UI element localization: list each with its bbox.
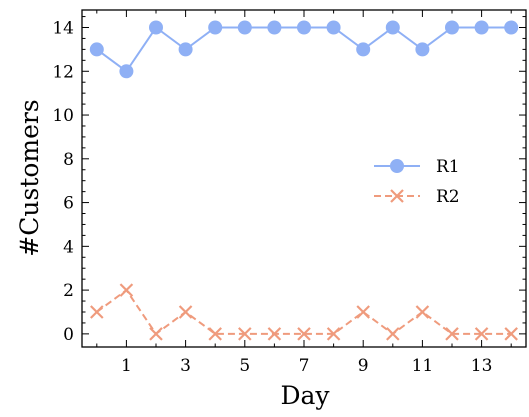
- x-tick-label: 7: [299, 356, 310, 376]
- y-axis-label: #Customers: [15, 99, 44, 256]
- data-point-r2: [415, 305, 430, 319]
- legend-label-r2: R2: [436, 187, 460, 207]
- data-point-r1: [356, 42, 371, 57]
- data-point-r1: [474, 20, 489, 35]
- data-point-r1: [297, 20, 311, 35]
- x-tick-label: 1: [121, 356, 132, 376]
- y-tick-label: 6: [63, 194, 74, 214]
- y-tick-label: 4: [63, 237, 74, 257]
- data-point-r1: [385, 20, 400, 35]
- x-tick-label: 13: [471, 356, 493, 376]
- data-point-r2: [386, 327, 400, 341]
- y-tick-label: 0: [63, 325, 74, 345]
- y-tick-label: 2: [63, 281, 74, 301]
- y-tick-label: 12: [52, 62, 74, 82]
- legend-label-r1: R1: [436, 157, 460, 177]
- y-tick-label: 8: [63, 150, 74, 170]
- x-tick-label: 11: [412, 356, 434, 376]
- data-point-r2: [504, 327, 518, 341]
- x-tick-label: 5: [239, 356, 250, 376]
- data-point-r1: [149, 20, 163, 35]
- data-point-r2: [356, 305, 370, 319]
- plot-frame: [81, 9, 527, 348]
- data-point-r2: [178, 305, 193, 319]
- legend-marker-r2: [390, 189, 404, 203]
- data-point-r1: [326, 20, 341, 35]
- legend: R1 R2: [374, 157, 460, 207]
- data-point-r1: [237, 20, 252, 35]
- data-point-r2: [149, 327, 163, 341]
- y-tick-label: 10: [52, 106, 74, 126]
- data-point-r2: [445, 327, 459, 341]
- data-point-r1: [119, 64, 134, 79]
- data-point-r2: [267, 327, 282, 341]
- data-point-r1: [504, 20, 519, 35]
- series-line-r2: [96, 288, 512, 336]
- data-point-r2: [90, 305, 104, 319]
- data-point-r1: [415, 42, 430, 57]
- data-point-r1: [208, 20, 223, 35]
- data-point-r1: [178, 42, 193, 57]
- data-point-r2: [238, 327, 252, 341]
- data-point-r2: [474, 327, 489, 341]
- data-point-r2: [297, 327, 311, 341]
- data-point-r2: [208, 327, 222, 341]
- x-tick-label: 9: [358, 356, 369, 376]
- data-point-r1: [89, 42, 104, 57]
- x-tick-label: 3: [180, 356, 191, 376]
- data-point-r2: [119, 283, 134, 297]
- data-point-r1: [445, 20, 459, 35]
- data-point-r1: [267, 20, 282, 35]
- legend-marker-r1: [390, 159, 404, 173]
- data-point-r2: [326, 327, 341, 341]
- series-layer: [89, 20, 519, 341]
- x-axis-label: Day: [280, 381, 330, 410]
- y-tick-label: 14: [52, 19, 74, 39]
